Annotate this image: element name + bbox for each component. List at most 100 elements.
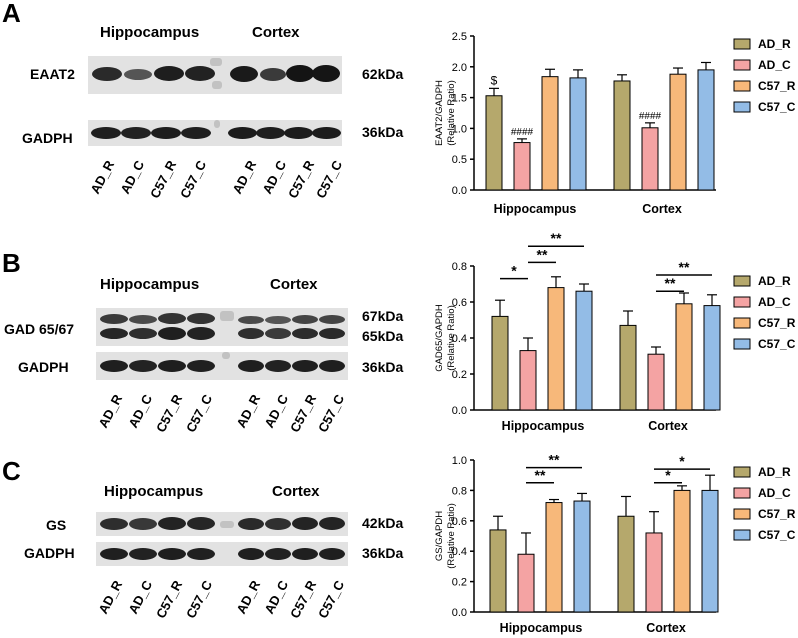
x-category-label: Hippocampus bbox=[502, 419, 585, 433]
bar bbox=[545, 502, 563, 613]
band bbox=[265, 548, 291, 560]
kda-label-gad67: 67kDa bbox=[362, 308, 404, 324]
protein-label-gad6567: GAD 65/67 bbox=[4, 321, 75, 337]
protein-label-gadph-b: GADPH bbox=[18, 359, 69, 375]
band bbox=[230, 66, 258, 82]
legend-entry: C57_C bbox=[758, 100, 796, 114]
protein-label-gadph-a: GADPH bbox=[22, 130, 73, 146]
legend-swatch bbox=[733, 101, 751, 113]
kda-label-gad65: 65kDa bbox=[362, 328, 404, 344]
bar bbox=[673, 489, 691, 613]
bar bbox=[547, 287, 565, 411]
legend-entry: AD_C bbox=[758, 58, 791, 72]
legend-entry: C57_R bbox=[758, 79, 796, 93]
band bbox=[100, 548, 128, 560]
protein-label-eaat2: EAAT2 bbox=[30, 66, 75, 82]
ladder-marker bbox=[212, 81, 222, 89]
y-tick-label: 0.0 bbox=[452, 607, 467, 619]
legend-entry: AD_R bbox=[758, 37, 791, 51]
y-axis-label: EAAT2/GADPH bbox=[434, 80, 445, 146]
kda-label-gadph-c: 36kDa bbox=[362, 545, 404, 561]
legend-swatch bbox=[733, 466, 751, 478]
x-category-label: Hippocampus bbox=[500, 621, 583, 635]
band bbox=[265, 518, 291, 530]
ladder-marker bbox=[220, 521, 234, 528]
y-tick-label: 0.5 bbox=[452, 154, 467, 166]
band bbox=[129, 548, 157, 560]
y-tick-label: 0.8 bbox=[452, 261, 467, 273]
band bbox=[319, 517, 345, 530]
significance-stars: * bbox=[665, 467, 671, 483]
kda-label-gs: 42kDa bbox=[362, 515, 404, 531]
bar bbox=[617, 515, 635, 613]
legend-swatch bbox=[733, 529, 751, 541]
y-tick-label: 1.0 bbox=[452, 455, 467, 467]
panel-letter-c: C bbox=[2, 456, 21, 486]
band bbox=[100, 328, 128, 339]
bar bbox=[513, 142, 531, 191]
legend-entry: AD_R bbox=[758, 274, 791, 288]
western-blot-gad6567 bbox=[96, 308, 348, 346]
y-axis-label: (Relative Ratio) bbox=[446, 305, 457, 370]
legend-entry: C57_R bbox=[758, 507, 796, 521]
band bbox=[256, 127, 285, 139]
band bbox=[238, 360, 264, 372]
legend-swatch bbox=[733, 80, 751, 92]
panel-letter-a: A bbox=[2, 0, 21, 28]
legend-swatch bbox=[733, 38, 751, 50]
x-category-label: Cortex bbox=[648, 419, 688, 433]
legend-swatch bbox=[733, 508, 751, 520]
x-category-label: Cortex bbox=[646, 621, 686, 635]
legend-entry: AD_C bbox=[758, 486, 791, 500]
region-label-hippocampus-a: Hippocampus bbox=[100, 24, 200, 41]
band bbox=[91, 127, 121, 139]
bar bbox=[619, 324, 637, 411]
y-tick-label: 0.0 bbox=[452, 185, 467, 197]
bar bbox=[703, 305, 721, 411]
band bbox=[292, 328, 318, 339]
band bbox=[158, 360, 186, 372]
bar bbox=[645, 532, 663, 613]
y-tick-label: 0.4 bbox=[452, 333, 467, 345]
protein-label-gadph-c: GADPH bbox=[24, 545, 75, 561]
band bbox=[238, 316, 264, 324]
y-tick-label: 0.4 bbox=[452, 546, 467, 558]
legend-swatch bbox=[733, 338, 751, 350]
bar bbox=[697, 69, 715, 191]
x-category-label: Hippocampus bbox=[494, 202, 577, 216]
bar bbox=[575, 290, 593, 411]
y-axis-label: GAD65/GAPDH bbox=[434, 304, 445, 372]
band bbox=[319, 315, 345, 324]
band bbox=[158, 313, 186, 324]
bar bbox=[701, 489, 719, 613]
bar bbox=[613, 80, 631, 191]
legend-swatch bbox=[733, 59, 751, 71]
significance-stars: ** bbox=[535, 467, 546, 483]
significance-stars: ** bbox=[665, 275, 676, 291]
band bbox=[292, 315, 318, 324]
band bbox=[228, 127, 257, 139]
region-label-hippocampus-b: Hippocampus bbox=[100, 276, 200, 293]
band bbox=[158, 517, 186, 530]
bar bbox=[489, 529, 507, 613]
bar bbox=[519, 350, 537, 411]
region-label-hippocampus-c: Hippocampus bbox=[104, 483, 204, 500]
band bbox=[151, 127, 181, 139]
bar bbox=[573, 500, 591, 613]
band bbox=[187, 360, 215, 372]
region-label-cortex-b: Cortex bbox=[270, 276, 318, 293]
region-label-cortex-a: Cortex bbox=[252, 24, 300, 41]
y-tick-label: 0.6 bbox=[452, 297, 467, 309]
legend-entry: C57_C bbox=[758, 337, 796, 351]
y-tick-label: 2.5 bbox=[452, 31, 467, 43]
band bbox=[312, 127, 341, 139]
y-tick-label: 2.0 bbox=[452, 62, 467, 74]
band bbox=[265, 316, 291, 324]
band bbox=[121, 127, 151, 139]
y-tick-label: 1.5 bbox=[452, 93, 467, 105]
kda-label-gadph-b: 36kDa bbox=[362, 359, 404, 375]
band bbox=[286, 65, 314, 82]
band bbox=[319, 360, 345, 372]
bar bbox=[485, 95, 503, 191]
